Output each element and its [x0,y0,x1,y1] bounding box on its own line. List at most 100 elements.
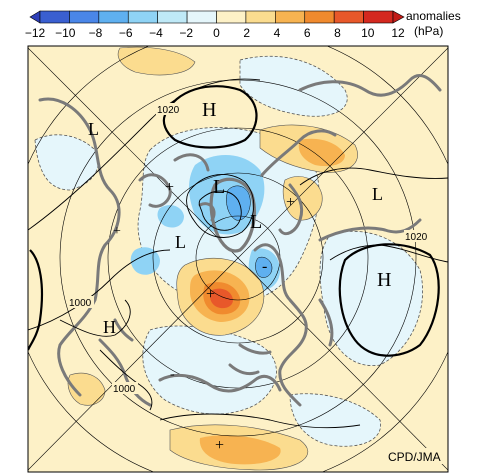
map-area: 1020 1020 1000 1000 H H H L L L L L + + … [28,46,448,472]
colorbar-swatch [275,10,306,24]
high-label-west: H [103,317,116,337]
colorbar-tick-label: −8 [89,26,103,40]
colorbar-swatch [304,10,335,24]
meridians [28,47,448,471]
colorbar-swatch [363,10,394,24]
credit-bg [385,448,445,464]
meridian-4 [237,257,448,471]
high-label-east: H [377,269,391,291]
anomaly-signs: + + + + + - - [113,179,295,454]
plus-sign-5: + [215,437,224,454]
coastline-mediterranean [228,343,272,376]
low-label-polar: L [213,176,225,198]
isobar-label-bg-2 [404,230,430,242]
colorbar-tick-label: −6 [119,26,133,40]
meridian-3 [28,257,239,471]
colorbar: −12 −10 −8 −6 −4 −2 0 2 4 6 8 10 12 anomalies (hPa) [25,9,461,40]
coastlines [38,74,442,407]
isobars [28,78,448,429]
colorbar-tick-label: 10 [361,26,375,40]
isobar-low-west [28,249,44,351]
colorbar-swatch [127,10,158,24]
positive-region-southwest [67,372,106,406]
negative-region-north [239,55,348,117]
coastline-greenland [209,177,256,253]
colorbar-swatch [245,10,276,24]
map-frame [27,45,449,473]
colorbar-swatch [69,10,100,24]
isobar-label-4: 1000 [113,384,136,395]
colorbar-tick-label: −10 [55,26,76,40]
colorbar-tick-label: −4 [149,26,163,40]
latitude-circle-70 [152,172,324,344]
positive-region-north [117,46,196,76]
isobar-7 [159,413,361,429]
isobar-label-2: 1020 [405,232,428,243]
coastline-central-america [98,318,152,407]
isobar-high-north [162,85,258,149]
plus-sign-3: + [113,224,121,239]
colorbar-swatch [333,10,364,24]
colorbar-swatch [157,10,188,24]
positive-core-2 [298,138,345,167]
colorbar-swatch [39,10,70,24]
bold-isobars [28,85,440,357]
pressure-systems: H H H L L L L L [88,99,391,337]
isobar-high-east [338,243,440,357]
isobar-label-bg-4 [112,382,138,394]
low-label-east: L [372,184,383,204]
plus-sign-2: + [286,194,295,211]
isobar-2 [28,249,171,331]
coastline-east-asia [318,218,422,347]
colorbar-unit: (hPa) [414,24,443,38]
coastline-south [158,373,282,393]
plus-sign-1: + [165,179,174,196]
colorbar-tick-label: 2 [243,26,250,40]
latitude-circle-50 [59,79,417,437]
meridian-2 [237,47,448,259]
isobar-1 [28,78,261,231]
meridian-1 [28,47,239,259]
isobar-label-bg-3 [68,296,94,308]
colorbar-swatches [39,10,394,24]
negative-core-3 [130,247,160,275]
plus-sign-4: + [206,286,215,303]
coastline-north-america [38,97,121,397]
negative-region-southeast [289,393,381,447]
colorbar-swatch [98,10,129,24]
isobar-labels: 1020 1020 1000 1000 [68,103,430,395]
coastline-europe [253,243,308,407]
colorbar-left-arrow [29,10,41,24]
isobar-label-3: 1000 [69,298,92,309]
colorbar-right-arrow [392,10,405,24]
colorbar-tick-label: −12 [25,26,46,40]
low-label-west: L [88,119,99,139]
colorbar-tick-label: 4 [274,26,281,40]
colorbar-tick-label: −2 [179,26,193,40]
colorbar-tick-labels: −12 −10 −8 −6 −4 −2 0 2 4 6 8 10 12 [25,26,405,40]
isobar-3 [59,299,131,337]
colorbar-title: anomalies [406,9,461,23]
negative-core-4 [157,205,184,228]
coastline-asia [298,74,442,97]
negative-deep-2 [255,256,273,278]
colorbar-tick-label: 0 [213,26,220,40]
isobar-label-1: 1020 [157,105,180,116]
colorbar-tick-label: 12 [391,26,405,40]
coastline-north-europe [260,129,337,236]
minus-sign-1: - [262,258,267,275]
colorbar-swatch [216,10,247,24]
isobar-9 [198,190,242,231]
latitude-circles [28,46,448,472]
isobar-4 [99,349,153,411]
low-label-greenland: L [250,211,262,233]
isobar-8 [186,174,255,238]
colorbar-tick-label: 8 [334,26,341,40]
colorbar-tick-label: 6 [304,26,311,40]
minus-sign-2: - [170,367,175,382]
positive-core-3 [199,435,281,465]
credit-label: CPD/JMA [388,450,441,464]
high-label-north: H [202,99,216,121]
low-label-arctic: L [175,232,186,252]
